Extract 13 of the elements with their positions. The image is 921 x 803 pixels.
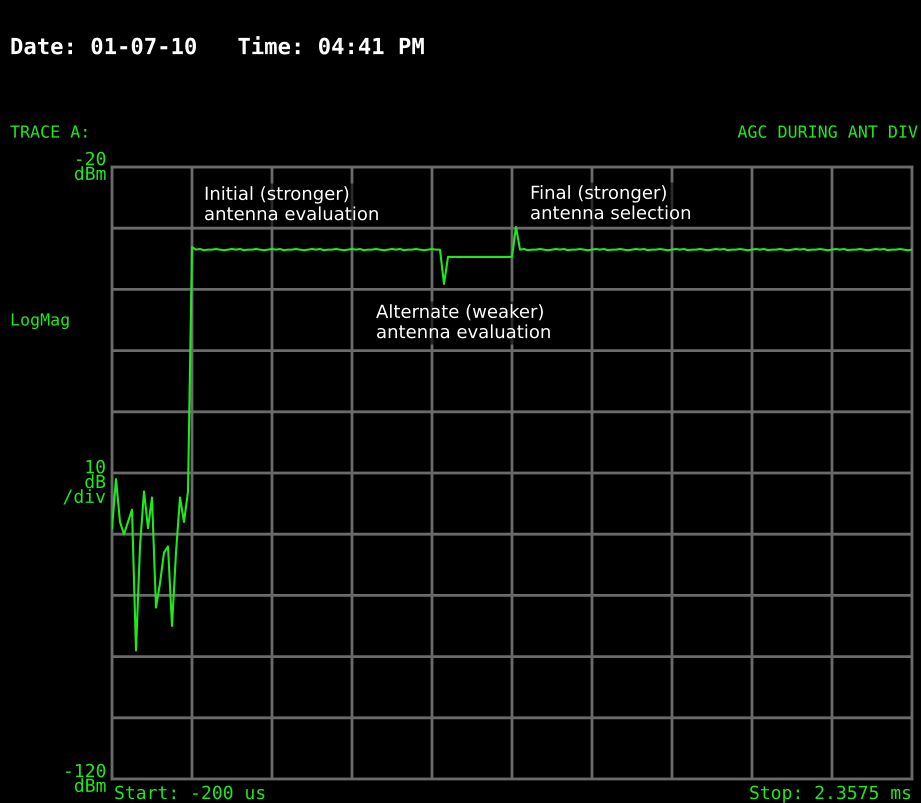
text: AGC DURING ANT DIV — [738, 125, 918, 138]
annotation: Alternate (weaker) antenna evaluation — [376, 304, 550, 338]
y-tick-label: -120 dBm — [66, 764, 106, 792]
chart-title: Date: 01-07-10 Time: 04:41 PM — [11, 36, 424, 54]
y-axis-title: 10 dB /div — [63, 460, 106, 505]
chart-subtitle: TRACE A: — [10, 125, 86, 138]
text: Stop: 2.3575 ms — [750, 786, 910, 803]
annotation: Final (stronger) antenna selection — [531, 185, 690, 220]
annotation: Initial (stronger) antenna evaluation — [205, 186, 378, 220]
text: LogMag — [12, 313, 69, 330]
y-tick-label: -20 dBm — [74, 152, 106, 180]
text: Start: -200 us — [115, 786, 264, 800]
line-series — [112, 226, 912, 652]
